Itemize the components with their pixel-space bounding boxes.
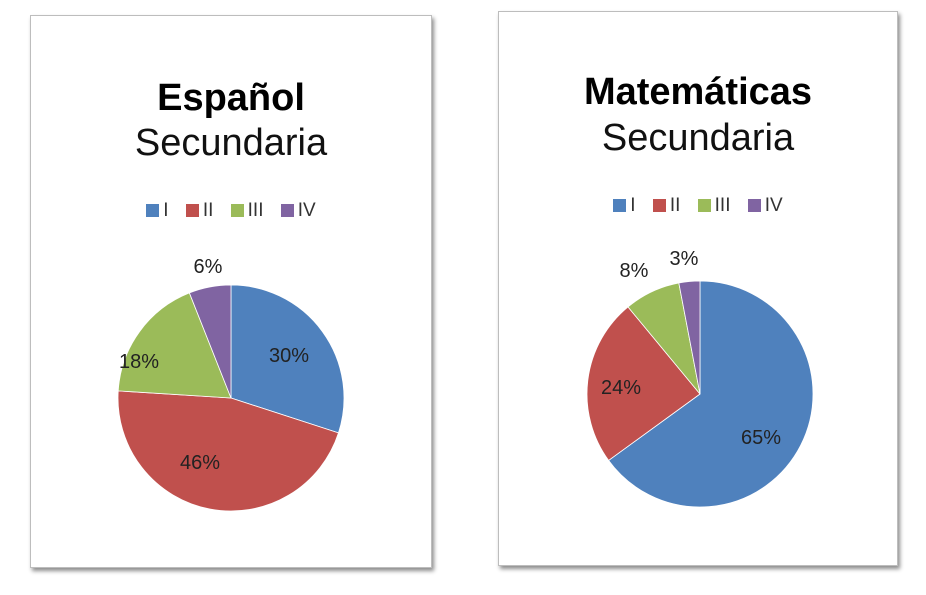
legend-item-i: I	[613, 195, 636, 217]
pie-slice-i	[608, 280, 814, 508]
chart-title: Español	[157, 77, 305, 119]
legend-swatch-icon	[652, 199, 666, 212]
legend-swatch-icon	[230, 204, 244, 217]
legend-label: IV	[764, 195, 783, 216]
chart-panel-matematicas: Matemáticas Secundaria I II III IV 65% 2…	[498, 11, 898, 566]
data-label: 24%	[601, 377, 641, 399]
legend-swatch-icon	[613, 199, 627, 212]
legend-item-iii: III	[230, 200, 264, 222]
legend-item-i: I	[146, 200, 169, 222]
legend-label: I	[630, 195, 636, 216]
legend-swatch-icon	[185, 204, 199, 217]
pie-slice-iv	[188, 284, 232, 399]
pie-slice-ii	[117, 390, 339, 512]
legend-item-ii: II	[185, 200, 214, 222]
pie-chart: 65% 24% 8% 3%	[586, 248, 814, 508]
legend-item-iii: III	[697, 195, 731, 217]
data-label: 6%	[194, 256, 223, 278]
data-label: 46%	[180, 452, 220, 474]
legend-swatch-icon	[747, 199, 761, 212]
pie-chart: 30% 46% 18% 6%	[117, 256, 345, 512]
legend-swatch-icon	[280, 204, 294, 217]
chart-legend: I II III IV	[499, 195, 897, 217]
legend-item-ii: II	[652, 195, 681, 217]
data-label: 8%	[620, 260, 649, 282]
data-label: 65%	[741, 427, 781, 449]
data-label: 18%	[119, 351, 159, 373]
pie-slice-i	[230, 284, 345, 434]
chart-title: Matemáticas	[583, 71, 813, 113]
chart-legend: I II III IV	[31, 200, 431, 222]
pie-slice-ii	[586, 306, 701, 461]
legend-label: I	[163, 200, 169, 221]
legend-label: IV	[297, 200, 316, 221]
legend-swatch-icon	[697, 199, 711, 212]
pie-slice-iii	[117, 292, 232, 399]
chart-panel-espanol: Español Secundaria I II III IV 30% 46% 1…	[30, 15, 432, 568]
data-label: 30%	[269, 345, 309, 367]
legend-label: II	[669, 195, 681, 216]
chart-subtitle: Secundaria	[601, 117, 795, 159]
data-label: 3%	[670, 248, 699, 270]
legend-label: III	[247, 200, 264, 221]
legend-label: II	[202, 200, 214, 221]
pie-slice-iv	[678, 280, 701, 395]
legend-label: III	[714, 195, 731, 216]
legend-swatch-icon	[146, 204, 160, 217]
chart-subtitle: Secundaria	[134, 122, 328, 164]
legend-item-iv: IV	[280, 200, 316, 222]
legend-item-iv: IV	[747, 195, 783, 217]
